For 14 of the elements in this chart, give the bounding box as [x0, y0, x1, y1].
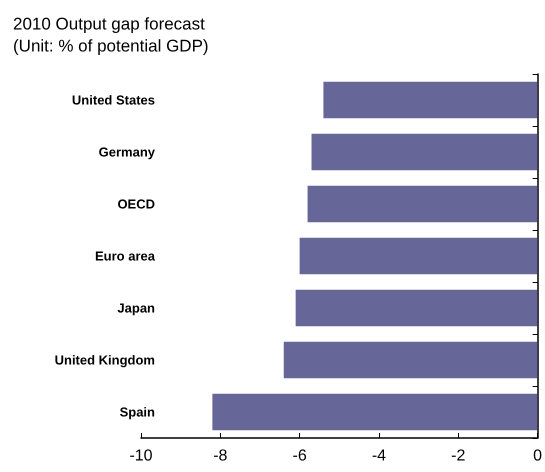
y-tick-label: United States [72, 92, 155, 108]
y-tick-label: United Kingdom [54, 352, 155, 368]
x-tick-label: -4 [372, 448, 386, 464]
x-tick-label: -8 [213, 448, 228, 464]
y-tick-label: OECD [117, 196, 155, 212]
y-tick-label: Spain [120, 404, 156, 420]
x-tick-label: -10 [129, 448, 153, 464]
y-tick-label: Euro area [95, 248, 156, 264]
chart-title: 2010 Output gap forecast (Unit: % of potential GDP) [13, 14, 209, 56]
x-tick-label: -2 [451, 448, 466, 464]
x-tick-label: 0 [533, 448, 542, 464]
x-tick-label: -6 [292, 448, 307, 464]
y-tick-label: Japan [117, 300, 156, 316]
y-tick-label: Germany [98, 144, 156, 160]
